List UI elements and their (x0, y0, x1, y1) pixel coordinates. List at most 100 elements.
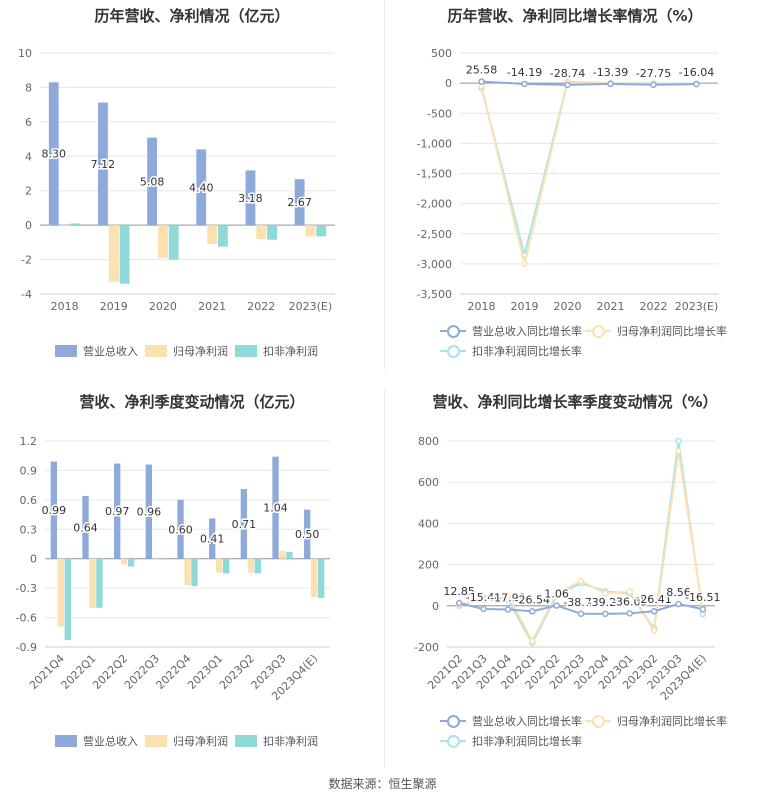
legend-swatch (145, 735, 167, 747)
x-tick-label: 2021 (597, 300, 625, 313)
point-0 (675, 600, 682, 608)
data-label: -26.54 (515, 593, 550, 606)
y-tick-label: 0 (25, 219, 32, 232)
bar-1 (216, 558, 223, 573)
data-label: 5.08 (140, 175, 165, 188)
data-label: 0.97 (105, 505, 130, 518)
data-label: 0.71 (232, 518, 257, 531)
legend-swatch (440, 324, 466, 338)
point-0 (455, 599, 463, 607)
y-tick-label: 500 (431, 47, 452, 60)
legend-item[interactable]: 归母净利润同比增长率 (585, 713, 727, 729)
legend-item[interactable]: 营业总收入同比增长率 (440, 323, 582, 339)
data-label: 0.64 (73, 521, 98, 534)
point-1 (626, 588, 633, 595)
point-0 (480, 605, 487, 613)
y-tick-label: 0 (432, 600, 439, 613)
legend-label: 归母净利润 (173, 345, 228, 358)
bar-1 (184, 558, 191, 586)
point-0 (577, 610, 585, 618)
x-tick-label: 2018 (51, 300, 79, 313)
legend-swatch (145, 345, 167, 357)
bar-2 (286, 551, 293, 559)
x-tick-label: 2019 (511, 300, 539, 313)
data-label: 0.50 (295, 528, 320, 541)
data-label: -26.41 (636, 593, 671, 606)
annual-growth-rate-chart: 历年营收、净利同比增长率情况（%） -3,500 -3,000 -2,500 -2,0… (385, 0, 765, 370)
bar-1 (108, 225, 119, 282)
chart-legend[interactable]: 营业总收入同比增长率 归母净利润同比增长率扣非净利润同比增长率 (385, 713, 765, 753)
legend-label: 归母净利润同比增长率 (617, 715, 727, 728)
annual-revenue-profit-chart: 历年营收、净利情况（亿元） -4 -2 0 2 4 6 8 10 2018 2019 2020 202… (0, 0, 384, 370)
data-label: 1.06 (544, 588, 569, 601)
point-0 (650, 81, 657, 89)
bar-0 (209, 518, 216, 559)
point-2 (675, 437, 682, 445)
point-0 (693, 80, 700, 88)
point-1 (650, 627, 658, 634)
x-tick-label: 2022 (247, 300, 275, 313)
legend-item[interactable]: 营业总收入 (55, 733, 138, 749)
chart-legend[interactable]: 营业总收入 归母净利润 扣非净利润 (0, 343, 384, 383)
legend-label: 扣非净利润同比增长率 (472, 345, 582, 358)
legend-label: 营业总收入 (83, 345, 138, 358)
bar-2 (267, 225, 277, 240)
point-1 (529, 637, 536, 645)
y-tick-label: 0.9 (20, 464, 38, 477)
point-1 (675, 448, 682, 455)
data-label: 0.99 (42, 504, 67, 517)
point-0 (699, 605, 707, 613)
legend-item[interactable]: 扣非净利润同比增长率 (440, 343, 582, 359)
point-0 (504, 606, 512, 613)
bar-0 (304, 509, 311, 559)
bar-1 (57, 558, 64, 627)
point-1 (602, 590, 609, 597)
x-tick-label: 2023(E) (289, 300, 333, 313)
y-tick-label: -0.9 (16, 641, 37, 654)
bar-1 (305, 225, 316, 237)
bar-1 (279, 550, 286, 559)
data-label: 0.60 (168, 523, 193, 536)
legend-item[interactable]: 归母净利润 (145, 733, 228, 749)
data-label: 8.30 (42, 148, 67, 161)
legend-item[interactable]: 扣非净利润同比增长率 (440, 733, 582, 749)
bar-2 (119, 225, 130, 284)
legend-item[interactable]: 营业总收入同比增长率 (440, 713, 582, 729)
legend-item[interactable]: 扣非净利润 (235, 343, 318, 359)
bar-0 (98, 102, 108, 226)
point-1 (577, 577, 585, 585)
bar-0 (294, 179, 305, 226)
y-tick-label: 8 (25, 81, 32, 94)
y-tick-label: 200 (418, 559, 439, 572)
legend-item[interactable]: 营业总收入 (55, 343, 138, 359)
legend-item[interactable]: 扣非净利润 (235, 733, 318, 749)
bar-0 (82, 495, 89, 559)
y-tick-label: -2 (21, 254, 32, 267)
legend-label: 营业总收入同比增长率 (472, 715, 582, 728)
data-label: -38.79 (563, 596, 598, 609)
point-1 (480, 596, 487, 603)
y-tick-label: -200 (414, 641, 439, 654)
legend-item[interactable]: 归母净利润同比增长率 (585, 323, 727, 339)
legend-label: 营业总收入同比增长率 (472, 325, 582, 338)
quarterly-revenue-profit-chart: 营收、净利季度变动情况（亿元） -0.9 -0.6 -0.3 0 0.3 0.6 0.9 1.… (0, 388, 384, 768)
chart-title: 营收、净利季度变动情况（亿元） (79, 393, 305, 411)
point-0 (478, 78, 485, 85)
bar-0 (114, 463, 121, 559)
bar-0 (177, 499, 184, 559)
legend-swatch (440, 714, 466, 728)
bar-0 (196, 149, 207, 226)
data-label: 3.18 (238, 192, 263, 205)
bar-0 (50, 461, 58, 559)
y-tick-label: 0 (445, 77, 452, 90)
chart-legend[interactable]: 营业总收入同比增长率 归母净利润同比增长率 扣非净利润同比增长率 (385, 323, 765, 363)
legend-item[interactable]: 归母净利润 (145, 343, 228, 359)
legend-swatch (440, 344, 466, 358)
y-tick-label: 0.6 (20, 494, 38, 507)
data-label: 12.85 (443, 585, 475, 598)
bar-1 (256, 225, 267, 239)
chart-legend[interactable]: 营业总收入 归母净利润 扣非净利润 (0, 733, 384, 773)
legend-swatch (235, 345, 257, 357)
point-0 (650, 607, 658, 615)
y-tick-label: -2,000 (417, 198, 452, 211)
